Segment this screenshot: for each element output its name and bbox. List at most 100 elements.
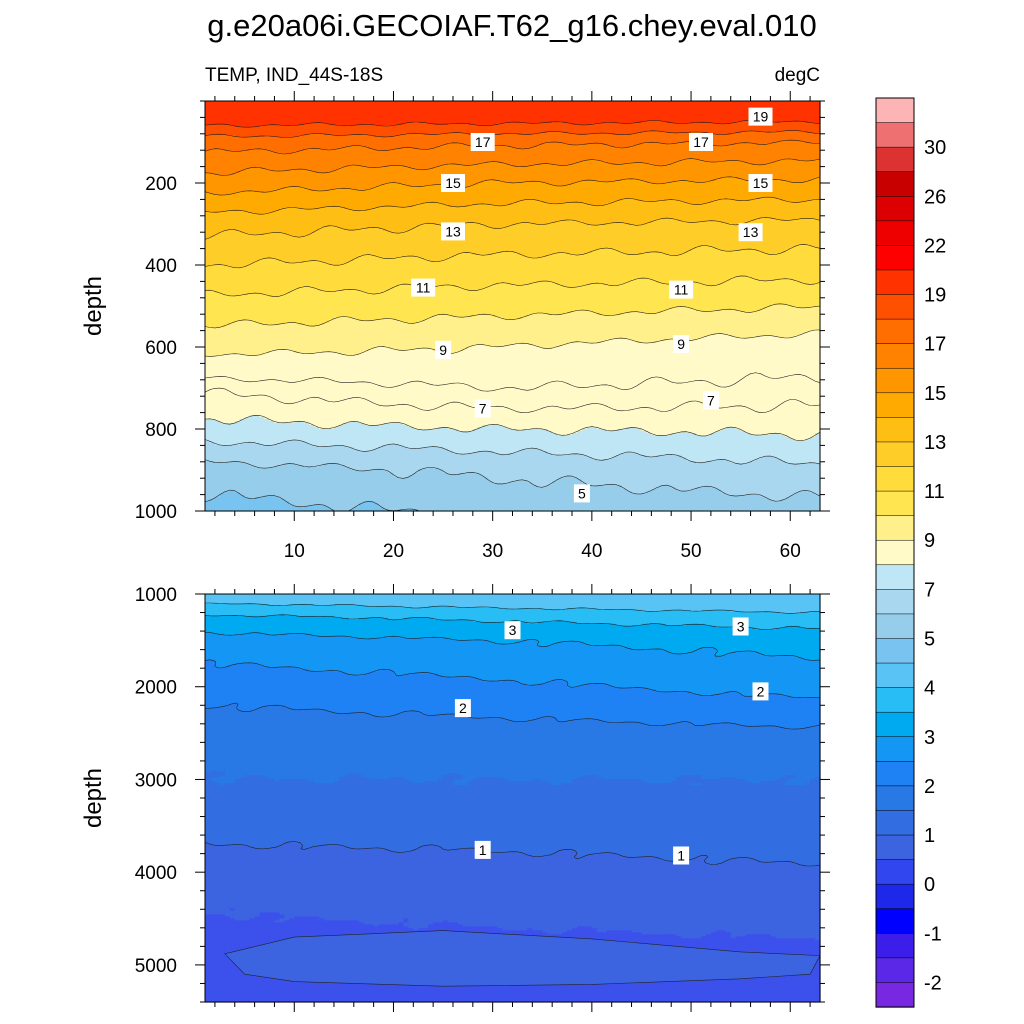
contour-fill-cell — [735, 115, 742, 118]
contour-fill-cell — [626, 101, 633, 104]
contour-fill-cell — [686, 113, 692, 116]
contour-fill-cell — [333, 115, 340, 118]
contour-fill-cell — [681, 107, 687, 110]
contour-fill-cell — [254, 123, 261, 126]
contour-fill-cell — [512, 103, 519, 106]
contour-fill-cell — [770, 105, 776, 108]
contour-fill-cell — [487, 119, 494, 122]
contour-fill-cell — [795, 117, 801, 120]
contour-fill-cell — [572, 111, 578, 114]
contour-fill-cell — [646, 119, 652, 122]
contour-fill-cell — [348, 115, 355, 118]
contour-fill-cell — [730, 123, 737, 126]
contour-fill-cell — [805, 107, 811, 110]
contour-fill-cell — [284, 121, 290, 124]
contour-fill-cell — [264, 111, 271, 114]
contour-fill-cell — [234, 123, 241, 126]
contour-fill-cell — [656, 113, 662, 116]
contour-fill-cell — [433, 107, 439, 110]
contour-fill-cell — [532, 117, 538, 120]
contour-fill-cell — [284, 109, 290, 112]
contour-fill-cell — [289, 111, 295, 114]
contour-fill-cell — [562, 103, 568, 106]
contour-fill-cell — [621, 117, 628, 120]
contour-fill-cell — [656, 105, 662, 108]
contour-fill-cell — [815, 109, 821, 112]
contour-fill-cell — [239, 121, 246, 124]
contour-fill-cell — [710, 111, 717, 114]
contour-fill-cell — [735, 105, 742, 108]
contour-fill-cell — [671, 115, 677, 118]
contour-fill-cell — [319, 107, 325, 110]
contour-fill-cell — [457, 113, 464, 116]
contour-fill-cell — [205, 121, 211, 124]
contour-fill-cell — [661, 113, 667, 116]
contour-fill-cell — [671, 109, 677, 112]
contour-fill-cell — [338, 105, 345, 108]
contour-fill-cell — [467, 121, 474, 124]
contour-fill-cell — [805, 111, 811, 114]
contour-fill-cell — [557, 101, 563, 104]
contour-fill-cell — [671, 103, 677, 106]
contour-fill-cell — [269, 117, 276, 120]
contour-fill-cell — [696, 123, 702, 126]
contour-fill-cell — [626, 121, 633, 124]
contour-fill-cell — [810, 115, 816, 118]
contour-fill-cell — [254, 121, 261, 124]
contour-fill-cell — [611, 119, 618, 122]
contour-fill-cell — [472, 105, 479, 108]
contour-fill-cell — [378, 121, 385, 124]
contour-fill-cell — [214, 109, 221, 112]
contour-fill-cell — [477, 109, 484, 112]
contour-fill-cell — [527, 111, 533, 114]
contour-fill-cell — [596, 107, 603, 110]
contour-fill-cell — [224, 117, 231, 120]
contour-fill-cell — [691, 123, 697, 126]
contour-fill-cell — [274, 121, 280, 124]
contour-fill-cell — [576, 117, 583, 120]
contour-fill-cell — [616, 115, 623, 118]
contour-fill-cell — [696, 119, 702, 122]
contour-fill-cell — [740, 113, 747, 116]
contour-fill-cell — [775, 109, 781, 112]
contour-fill-cell — [333, 123, 340, 126]
contour-fill-cell — [671, 105, 677, 108]
contour-fill-cell — [810, 111, 816, 114]
contour-fill-cell — [477, 119, 484, 122]
contour-fill-cell — [532, 119, 538, 122]
contour-fill-cell — [413, 101, 419, 104]
contour-fill-cell — [219, 121, 226, 124]
contour-fill-cell — [373, 101, 380, 104]
contour-fill-cell — [388, 109, 395, 112]
contour-fill-cell — [631, 107, 638, 110]
contour-fill-cell — [537, 103, 543, 106]
contour-fill-cell — [482, 105, 489, 108]
contour-fill-cell — [373, 111, 380, 114]
contour-fill-cell — [457, 109, 464, 112]
contour-fill-cell — [527, 115, 533, 118]
contour-fill-cell — [735, 107, 742, 110]
contour-fill-cell — [586, 111, 593, 114]
contour-fill-cell — [790, 105, 796, 108]
contour-fill-cell — [705, 115, 712, 118]
contour-fill-cell — [249, 119, 256, 122]
contour-fill-cell — [358, 121, 365, 124]
contour-fill-cell — [209, 125, 216, 128]
contour-fill-cell — [572, 105, 578, 108]
contour-fill-cell — [224, 125, 231, 128]
contour-fill-cell — [338, 125, 345, 128]
contour-fill-cell — [616, 119, 623, 122]
contour-fill-cell — [815, 123, 821, 126]
contour-fill-cell — [443, 121, 449, 124]
contour-fill-cell — [388, 123, 395, 126]
contour-fill-cell — [542, 111, 548, 114]
contour-fill-cell — [686, 121, 692, 124]
contour-fill-cell — [641, 111, 648, 114]
contour-fill-cell — [770, 123, 776, 126]
contour-fill-cell — [205, 119, 211, 122]
contour-fill-cell — [636, 123, 643, 126]
contour-fill-cell — [452, 115, 459, 118]
contour-fill-cell — [522, 109, 528, 112]
contour-fill-cell — [621, 109, 628, 112]
